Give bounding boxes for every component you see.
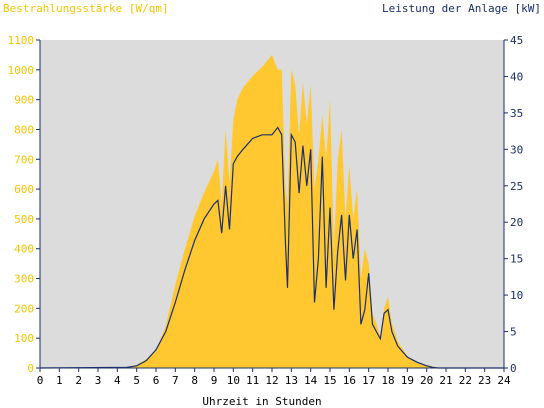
left-tick-label: 500 <box>14 213 34 226</box>
x-tick-label: 23 <box>478 374 491 387</box>
x-axis-title: Uhrzeit in Stunden <box>202 395 321 408</box>
right-tick-label: 45 <box>510 34 523 47</box>
x-tick-label: 8 <box>191 374 198 387</box>
left-tick-label: 700 <box>14 153 34 166</box>
left-tick-label: 300 <box>14 273 34 286</box>
ticks-layer: 0 1 2 3 4 5 6 7 8 9 10 11 12 13 14 15 16 17 18 19 20 21 22 23 24… <box>8 34 524 387</box>
x-tick-label: 9 <box>211 374 218 387</box>
right-tick-label: 5 <box>510 326 517 339</box>
power-line <box>39 126 504 369</box>
x-tick-label: 15 <box>323 374 336 387</box>
left-tick-label: 900 <box>14 94 34 107</box>
right-tick-label: 10 <box>510 289 523 302</box>
left-tick-label: 800 <box>14 123 34 136</box>
x-tick-label: 21 <box>439 374 452 387</box>
x-tick-label: 19 <box>401 374 414 387</box>
right-tick-label: 35 <box>510 107 523 120</box>
x-tick-label: 17 <box>362 374 375 387</box>
left-tick-label: 600 <box>14 183 34 196</box>
x-tick-label: 20 <box>420 374 433 387</box>
left-tick-label: 100 <box>14 332 34 345</box>
x-tick-label: 16 <box>343 374 356 387</box>
x-tick-label: 2 <box>75 374 82 387</box>
left-tick-label: 0 <box>27 362 34 375</box>
x-tick-label: 22 <box>459 374 472 387</box>
left-tick-label: 400 <box>14 243 34 256</box>
right-tick-label: 40 <box>510 70 523 83</box>
x-tick-label: 6 <box>153 374 160 387</box>
right-tick-label: 30 <box>510 143 523 156</box>
right-tick-label: 25 <box>510 180 523 193</box>
right-tick-label: 15 <box>510 253 523 266</box>
x-tick-label: 13 <box>285 374 298 387</box>
x-tick-label: 7 <box>172 374 179 387</box>
series-layer <box>39 54 504 369</box>
right-tick-label: 20 <box>510 216 523 229</box>
left-tick-label: 1100 <box>8 34 35 47</box>
x-tick-label: 5 <box>133 374 140 387</box>
x-tick-label: 3 <box>95 374 102 387</box>
x-tick-label: 10 <box>227 374 240 387</box>
x-tick-label: 18 <box>381 374 394 387</box>
x-tick-label: 0 <box>37 374 44 387</box>
left-axis-title: Bestrahlungsstärke [W/qm] <box>3 2 169 15</box>
irradiance-area <box>40 54 504 369</box>
x-tick-label: 12 <box>265 374 278 387</box>
left-tick-label: 200 <box>14 302 34 315</box>
right-axis-title: Leistung der Anlage [kW] <box>382 2 541 15</box>
x-tick-label: 1 <box>56 374 63 387</box>
axes-layer <box>36 39 508 372</box>
x-tick-label: 24 <box>497 374 511 387</box>
right-tick-label: 0 <box>510 362 517 375</box>
x-tick-label: 14 <box>304 374 318 387</box>
left-tick-label: 1000 <box>8 64 35 77</box>
x-tick-label: 4 <box>114 374 121 387</box>
x-tick-label: 11 <box>246 374 259 387</box>
